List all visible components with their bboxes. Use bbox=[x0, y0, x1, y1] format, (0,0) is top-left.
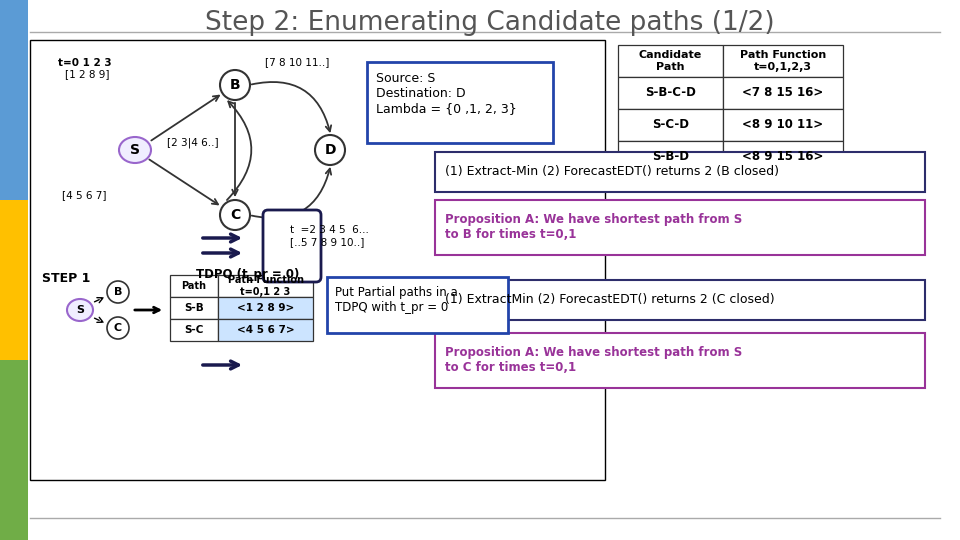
Bar bbox=[618, 77, 723, 109]
Text: C: C bbox=[114, 323, 122, 333]
Text: D: D bbox=[324, 143, 336, 157]
Text: Source: S
Destination: D
Lambda = {0 ,1, 2, 3}: Source: S Destination: D Lambda = {0 ,1,… bbox=[376, 72, 516, 115]
Bar bbox=[723, 45, 843, 77]
Bar bbox=[723, 109, 843, 141]
Circle shape bbox=[315, 135, 345, 165]
Text: [1 2 8 9]: [1 2 8 9] bbox=[65, 69, 109, 79]
FancyBboxPatch shape bbox=[263, 210, 321, 282]
Ellipse shape bbox=[67, 299, 93, 321]
Bar bbox=[723, 141, 843, 173]
Bar bbox=[618, 45, 723, 77]
Text: S-C: S-C bbox=[184, 325, 204, 335]
Text: S-B-C-D: S-B-C-D bbox=[645, 86, 696, 99]
Text: <7 8 15 16>: <7 8 15 16> bbox=[742, 86, 824, 99]
Text: Proposition A: We have shortest path from S
to B for times t=0,1: Proposition A: We have shortest path fro… bbox=[445, 213, 742, 241]
Bar bbox=[435, 333, 925, 388]
Text: t  =2 3 4 5  6...: t =2 3 4 5 6... bbox=[290, 225, 369, 235]
Ellipse shape bbox=[119, 137, 151, 163]
Bar bbox=[218, 275, 313, 297]
Text: S-C-D: S-C-D bbox=[652, 118, 689, 132]
Bar bbox=[435, 152, 925, 192]
Bar bbox=[435, 200, 925, 255]
Text: C: C bbox=[229, 208, 240, 222]
Text: S: S bbox=[76, 305, 84, 315]
Bar bbox=[170, 275, 218, 297]
FancyBboxPatch shape bbox=[367, 62, 553, 143]
Bar bbox=[618, 109, 723, 141]
Bar bbox=[435, 280, 925, 320]
Text: Candidate
Path: Candidate Path bbox=[638, 50, 702, 72]
Text: Proposition A: We have shortest path from S
to C for times t=0,1: Proposition A: We have shortest path fro… bbox=[445, 346, 742, 374]
Text: [..5 7 8 9 10..]: [..5 7 8 9 10..] bbox=[290, 237, 365, 247]
Text: Path Function
t=0,1 2 3: Path Function t=0,1 2 3 bbox=[228, 275, 303, 297]
Text: [2 3|4 6..]: [2 3|4 6..] bbox=[167, 138, 219, 148]
Text: S-B: S-B bbox=[184, 303, 204, 313]
Bar bbox=[618, 141, 723, 173]
Text: B: B bbox=[229, 78, 240, 92]
Text: <8 9 15 16>: <8 9 15 16> bbox=[742, 151, 824, 164]
Text: STEP 1: STEP 1 bbox=[42, 272, 90, 285]
Circle shape bbox=[220, 70, 250, 100]
Text: (1) Extract-Min (2) ForecastEDT() returns 2 (B closed): (1) Extract-Min (2) ForecastEDT() return… bbox=[445, 165, 779, 179]
Bar bbox=[218, 297, 313, 319]
Text: S: S bbox=[130, 143, 140, 157]
Bar bbox=[723, 77, 843, 109]
Text: Path: Path bbox=[181, 281, 206, 291]
Text: Step 2: Enumerating Candidate paths (1/2): Step 2: Enumerating Candidate paths (1/2… bbox=[205, 10, 775, 36]
Bar bbox=[170, 297, 218, 319]
Bar bbox=[0, 200, 28, 360]
Text: B: B bbox=[114, 287, 122, 297]
Text: [7 8 10 11..]: [7 8 10 11..] bbox=[265, 57, 329, 67]
Circle shape bbox=[107, 281, 129, 303]
FancyBboxPatch shape bbox=[327, 277, 508, 333]
Text: TDPQ (t_pr = 0): TDPQ (t_pr = 0) bbox=[196, 268, 300, 281]
Bar bbox=[170, 319, 218, 341]
Bar bbox=[0, 0, 28, 200]
Text: (1) ExtractMin (2) ForecastEDT() returns 2 (C closed): (1) ExtractMin (2) ForecastEDT() returns… bbox=[445, 294, 775, 307]
Text: <8 9 10 11>: <8 9 10 11> bbox=[742, 118, 824, 132]
Circle shape bbox=[107, 317, 129, 339]
Bar bbox=[30, 40, 605, 480]
Text: S-B-D: S-B-D bbox=[652, 151, 689, 164]
Bar bbox=[218, 319, 313, 341]
Bar bbox=[0, 360, 28, 540]
Text: <1 2 8 9>: <1 2 8 9> bbox=[237, 303, 294, 313]
Text: t=0 1 2 3: t=0 1 2 3 bbox=[58, 58, 111, 68]
Text: <4 5 6 7>: <4 5 6 7> bbox=[237, 325, 295, 335]
Circle shape bbox=[220, 200, 250, 230]
Text: [4 5 6 7]: [4 5 6 7] bbox=[62, 190, 107, 200]
Text: Path Function
t=0,1,2,3: Path Function t=0,1,2,3 bbox=[740, 50, 827, 72]
Text: Put Partial paths in a
TDPQ with t_pr = 0: Put Partial paths in a TDPQ with t_pr = … bbox=[335, 286, 458, 314]
